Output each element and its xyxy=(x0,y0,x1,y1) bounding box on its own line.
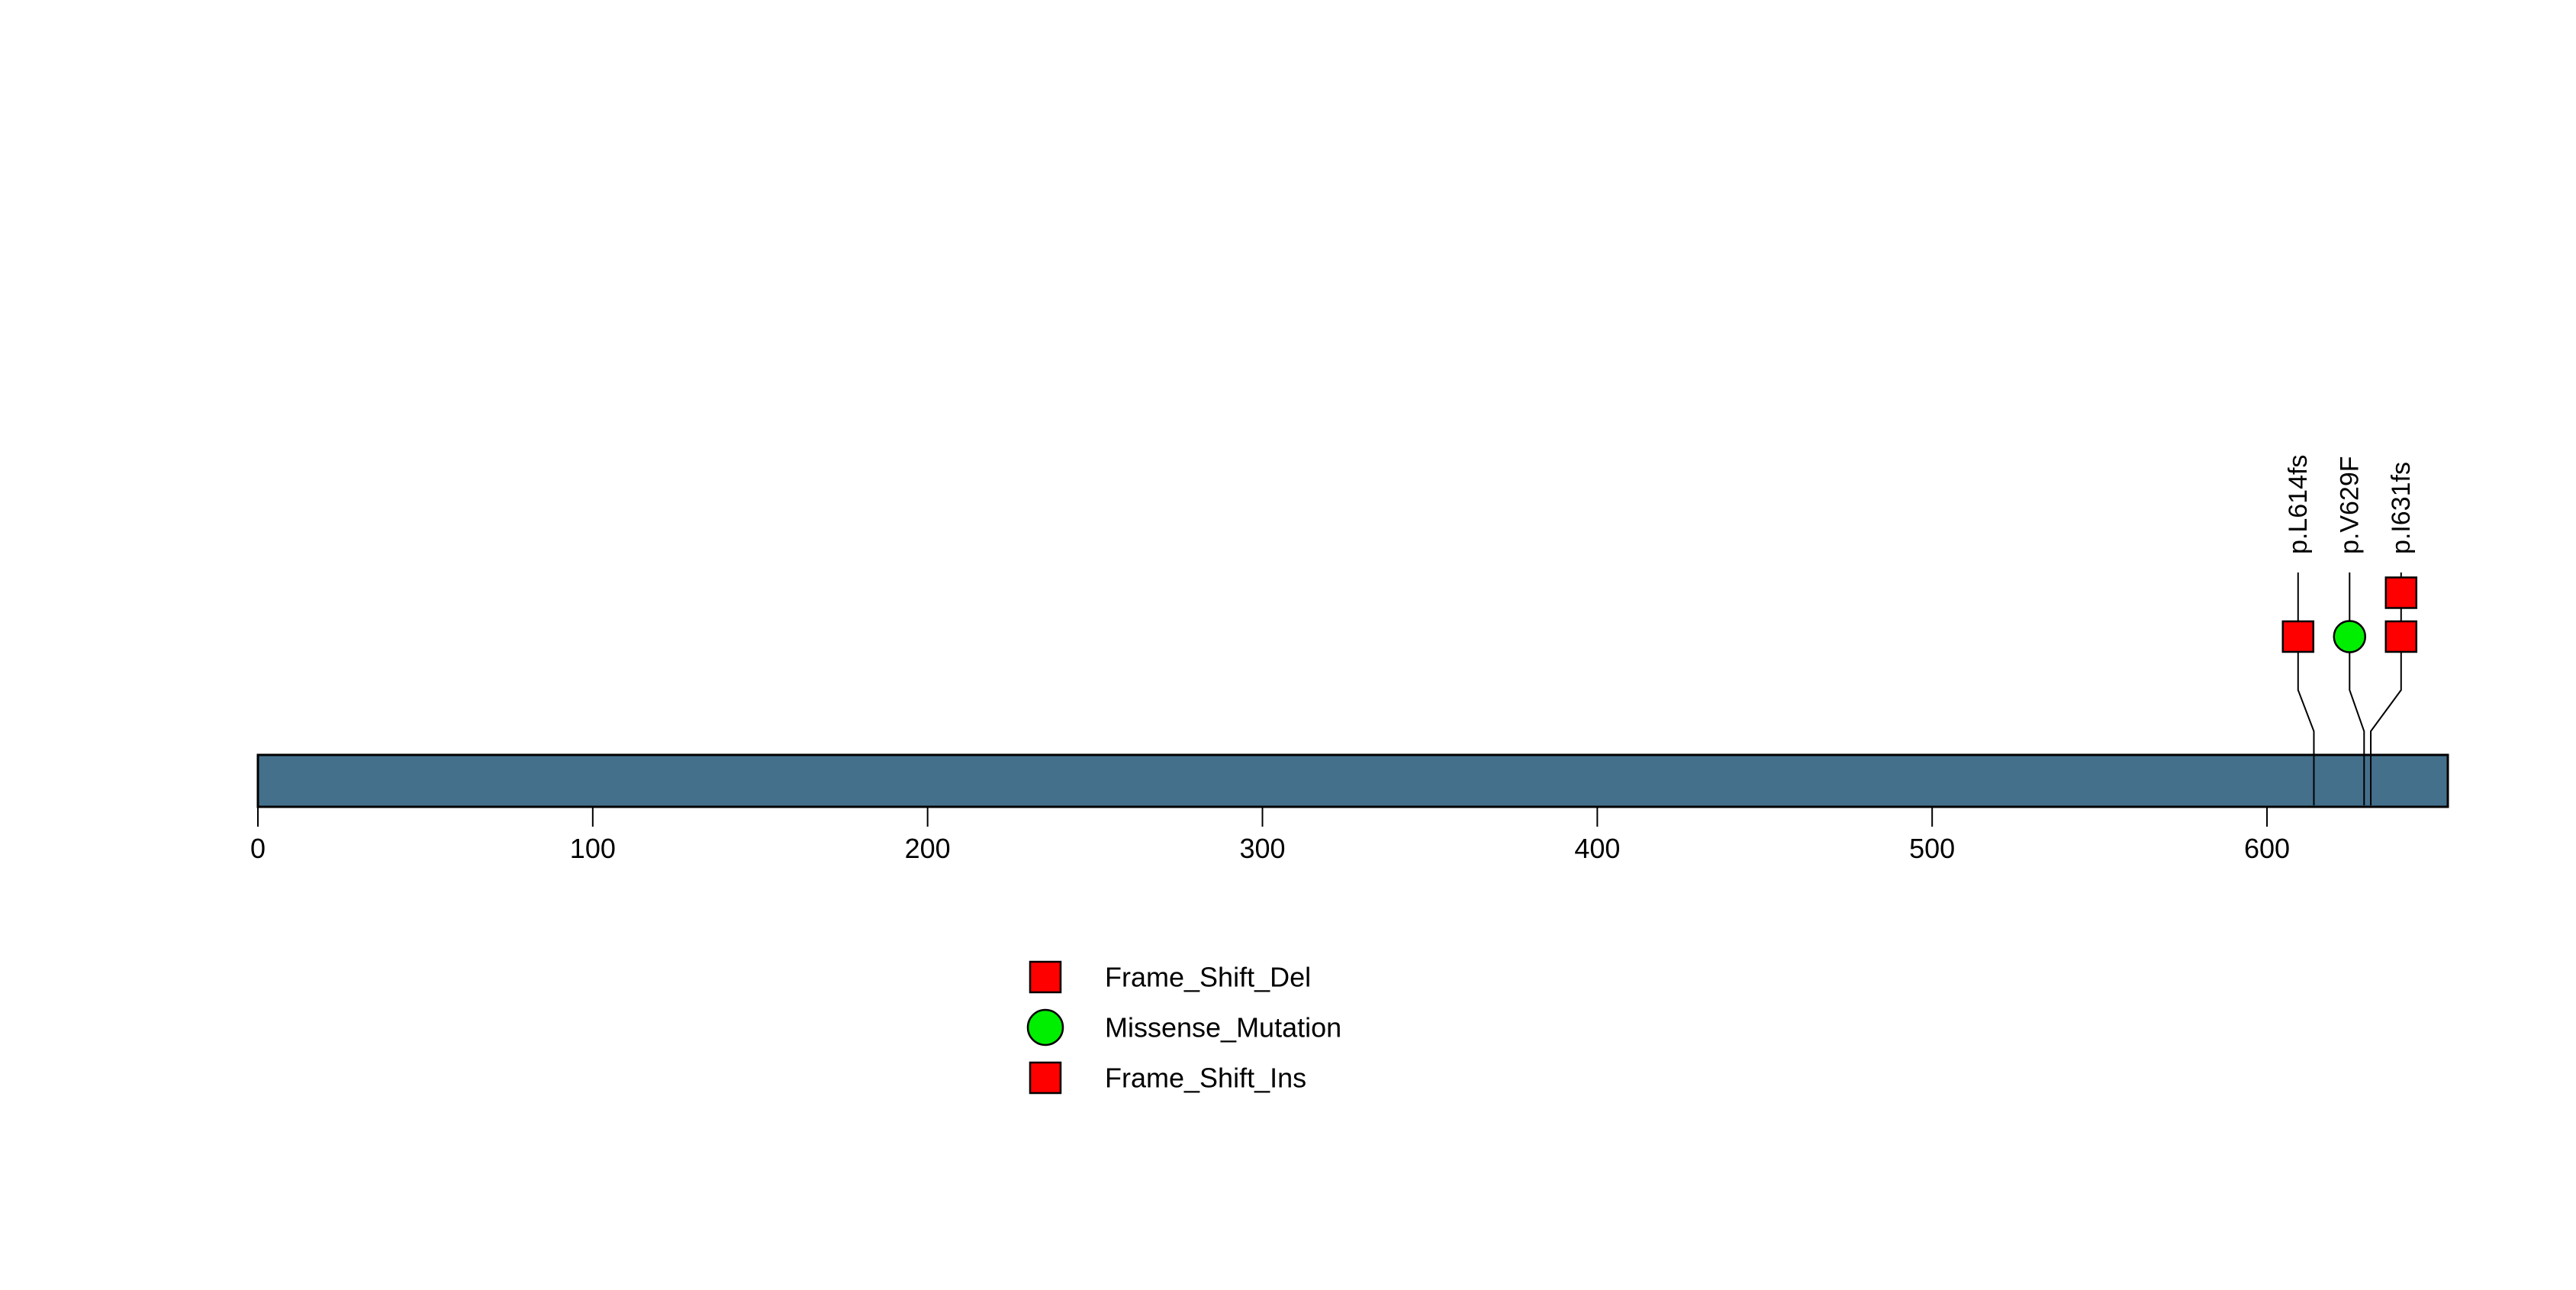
axis-tick-label: 0 xyxy=(250,833,266,864)
legend-swatch-square xyxy=(1029,1061,1062,1095)
mutation-marker-square xyxy=(2384,576,2418,609)
legend-label: Frame_Shift_Del xyxy=(1105,962,1311,993)
axis-tick-label: 300 xyxy=(1239,833,1285,864)
axis-tick-label: 600 xyxy=(2244,833,2290,864)
mutation-label: p.L614fs xyxy=(2284,455,2313,554)
axis-tick-label: 200 xyxy=(905,833,951,864)
legend-label: Frame_Shift_Ins xyxy=(1105,1063,1306,1094)
axis-tick-label: 100 xyxy=(570,833,616,864)
mutation-marker-square xyxy=(2384,620,2418,653)
legend-swatch-square xyxy=(1029,960,1062,994)
mutation-marker-square xyxy=(2281,620,2315,653)
legend-label: Missense_Mutation xyxy=(1105,1012,1341,1043)
axis-tick-label: 500 xyxy=(1909,833,1955,864)
axis-tick-label: 400 xyxy=(1574,833,1620,864)
mutation-label: p.V629F xyxy=(2335,456,2364,554)
mutation-marker-circle xyxy=(2333,620,2367,653)
legend-swatch-circle xyxy=(1026,1008,1064,1047)
mutation-label: p.I631fs xyxy=(2387,462,2416,554)
protein-bar xyxy=(256,753,2449,808)
